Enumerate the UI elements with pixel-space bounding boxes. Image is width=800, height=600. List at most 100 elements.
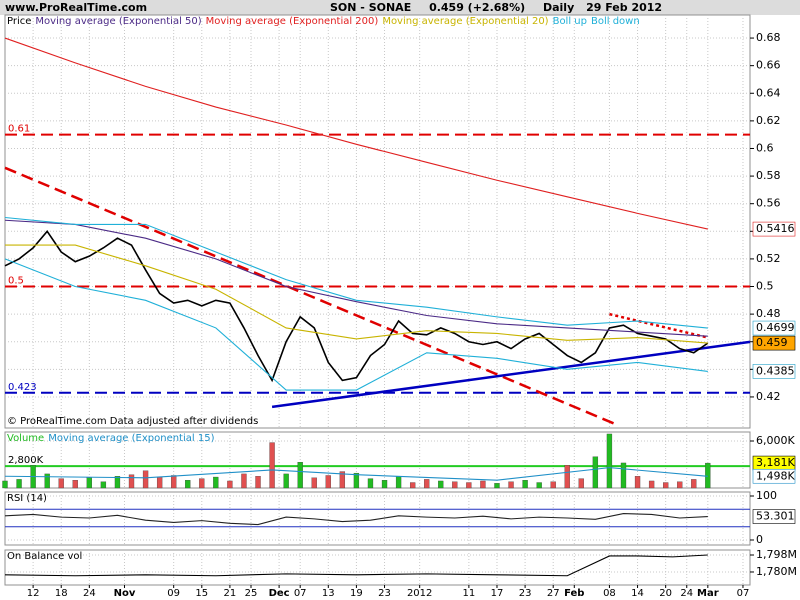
site: www.ProRealTime.com	[5, 1, 147, 14]
value-box-label: 1,498K	[756, 469, 795, 482]
value-box	[752, 468, 796, 484]
x-tick-label: 12	[27, 588, 40, 599]
x-tick-label: 15	[195, 588, 208, 599]
x-axis-bar	[0, 587, 800, 600]
volume-bar	[325, 475, 331, 489]
volume-bar	[311, 477, 317, 489]
x-tick-label: Dec	[269, 588, 290, 599]
volume-bar	[213, 476, 219, 489]
legend: On Balance vol	[7, 551, 82, 562]
volume-bar	[44, 473, 50, 489]
volume-bar	[395, 476, 402, 489]
x-tick-label: 24	[680, 588, 693, 599]
volume-bar	[691, 479, 697, 489]
x-tick-label: 20	[659, 588, 672, 599]
volume-bar	[564, 465, 570, 489]
series-line	[4, 219, 708, 337]
header-bar	[0, 0, 800, 15]
legend-entry: Moving average (Exponential 50)	[35, 16, 201, 27]
note: © ProRealTime.com Data adjusted after di…	[7, 416, 258, 427]
value-box-label: 53.301	[756, 510, 795, 523]
y-tick-label: 0.62	[756, 114, 781, 127]
volume-bar	[185, 480, 191, 489]
y-tick-label: 0.42	[756, 390, 781, 403]
y-tick-label: 0.66	[756, 59, 781, 72]
volume-bar	[634, 476, 641, 489]
legend-entry: Boll down	[591, 16, 640, 27]
volume-bar	[705, 462, 711, 489]
legend: Volume Moving average (Exponential 15)	[7, 433, 215, 444]
x-tick-label: 08	[603, 588, 616, 599]
x-tick-label: Feb	[564, 588, 584, 599]
volume-bar	[156, 476, 163, 489]
x-tick-label: 24	[83, 588, 96, 599]
series-line	[4, 467, 708, 481]
x-tick-label: Mar	[697, 588, 719, 599]
x-tick-label: Nov	[114, 588, 136, 599]
y-tick-label: 1,780M	[756, 565, 797, 578]
volume-bar	[677, 481, 683, 489]
legend-entry: Moving average (Exponential 20)	[382, 16, 548, 27]
x-tick-label: 21	[224, 588, 237, 599]
legend: Price Moving average (Exponential 50) Movi…	[7, 16, 640, 27]
y-tick-label: 0.52	[756, 252, 781, 265]
h-line-label: 0.61	[8, 124, 30, 135]
volume-bar	[2, 480, 8, 489]
h-line-label: 0.423	[8, 382, 37, 393]
trend-line	[609, 312, 709, 339]
volume-bar	[438, 480, 444, 489]
series-line	[4, 216, 708, 329]
y-tick-label: 0.68	[756, 31, 781, 44]
price-text: 0.459 (+2.68%)	[429, 1, 525, 14]
series-line	[4, 229, 709, 383]
x-tick-label: 07	[294, 588, 307, 599]
volume-bar	[494, 483, 500, 489]
x-tick-label: 23	[519, 588, 532, 599]
legend-entry: On Balance vol	[7, 551, 82, 562]
y-tick-label: 100	[756, 489, 777, 502]
volume-bar	[578, 478, 584, 489]
y-tick-label: 0.58	[756, 169, 781, 182]
volume-bar	[269, 442, 275, 489]
x-tick-label: 18	[55, 588, 68, 599]
volume-bar	[424, 479, 430, 489]
y-tick-label: 0.6	[756, 141, 774, 154]
volume-bar	[16, 479, 22, 489]
x-tick-label: 17	[491, 588, 504, 599]
value-box	[752, 335, 796, 351]
volume-bar	[550, 481, 556, 489]
x-tick-label: 25	[245, 588, 258, 599]
legend-entry: Moving average (Exponential 200)	[206, 16, 379, 27]
volume-bar	[199, 478, 205, 489]
period: Daily	[543, 1, 574, 14]
value-box-label: 0.5416	[756, 222, 795, 235]
volume-bar	[367, 478, 374, 489]
legend: RSI (14)	[7, 493, 47, 504]
volume-bar	[353, 472, 360, 489]
y-tick-label: 0	[756, 533, 763, 546]
volume-bar	[297, 462, 303, 489]
volume-bar	[114, 476, 121, 489]
volume-bar	[142, 470, 149, 489]
volume-bar	[86, 477, 92, 489]
x-tick-label: 27	[547, 588, 560, 599]
value-box-label: 3,181K	[756, 456, 795, 469]
value-box-label: 0.4699	[756, 321, 795, 334]
y-tick-label: 0.48	[756, 307, 781, 320]
y-tick-label: 0.56	[756, 197, 781, 210]
x-tick-label: 23	[378, 588, 391, 599]
value-box	[752, 509, 796, 524]
value-box	[752, 364, 796, 379]
volume-bar	[58, 478, 64, 489]
volume-bar	[452, 481, 458, 489]
trend-line	[4, 166, 617, 426]
volume-bar	[522, 480, 528, 489]
ticker: SON - SONAE	[330, 1, 411, 14]
volume-bar	[480, 480, 486, 489]
x-tick-label: 09	[167, 588, 180, 599]
volume-bar	[72, 480, 78, 489]
value-box	[752, 320, 796, 336]
volume-bar	[128, 474, 135, 489]
value-box	[752, 221, 796, 237]
volume-bar	[171, 475, 177, 489]
